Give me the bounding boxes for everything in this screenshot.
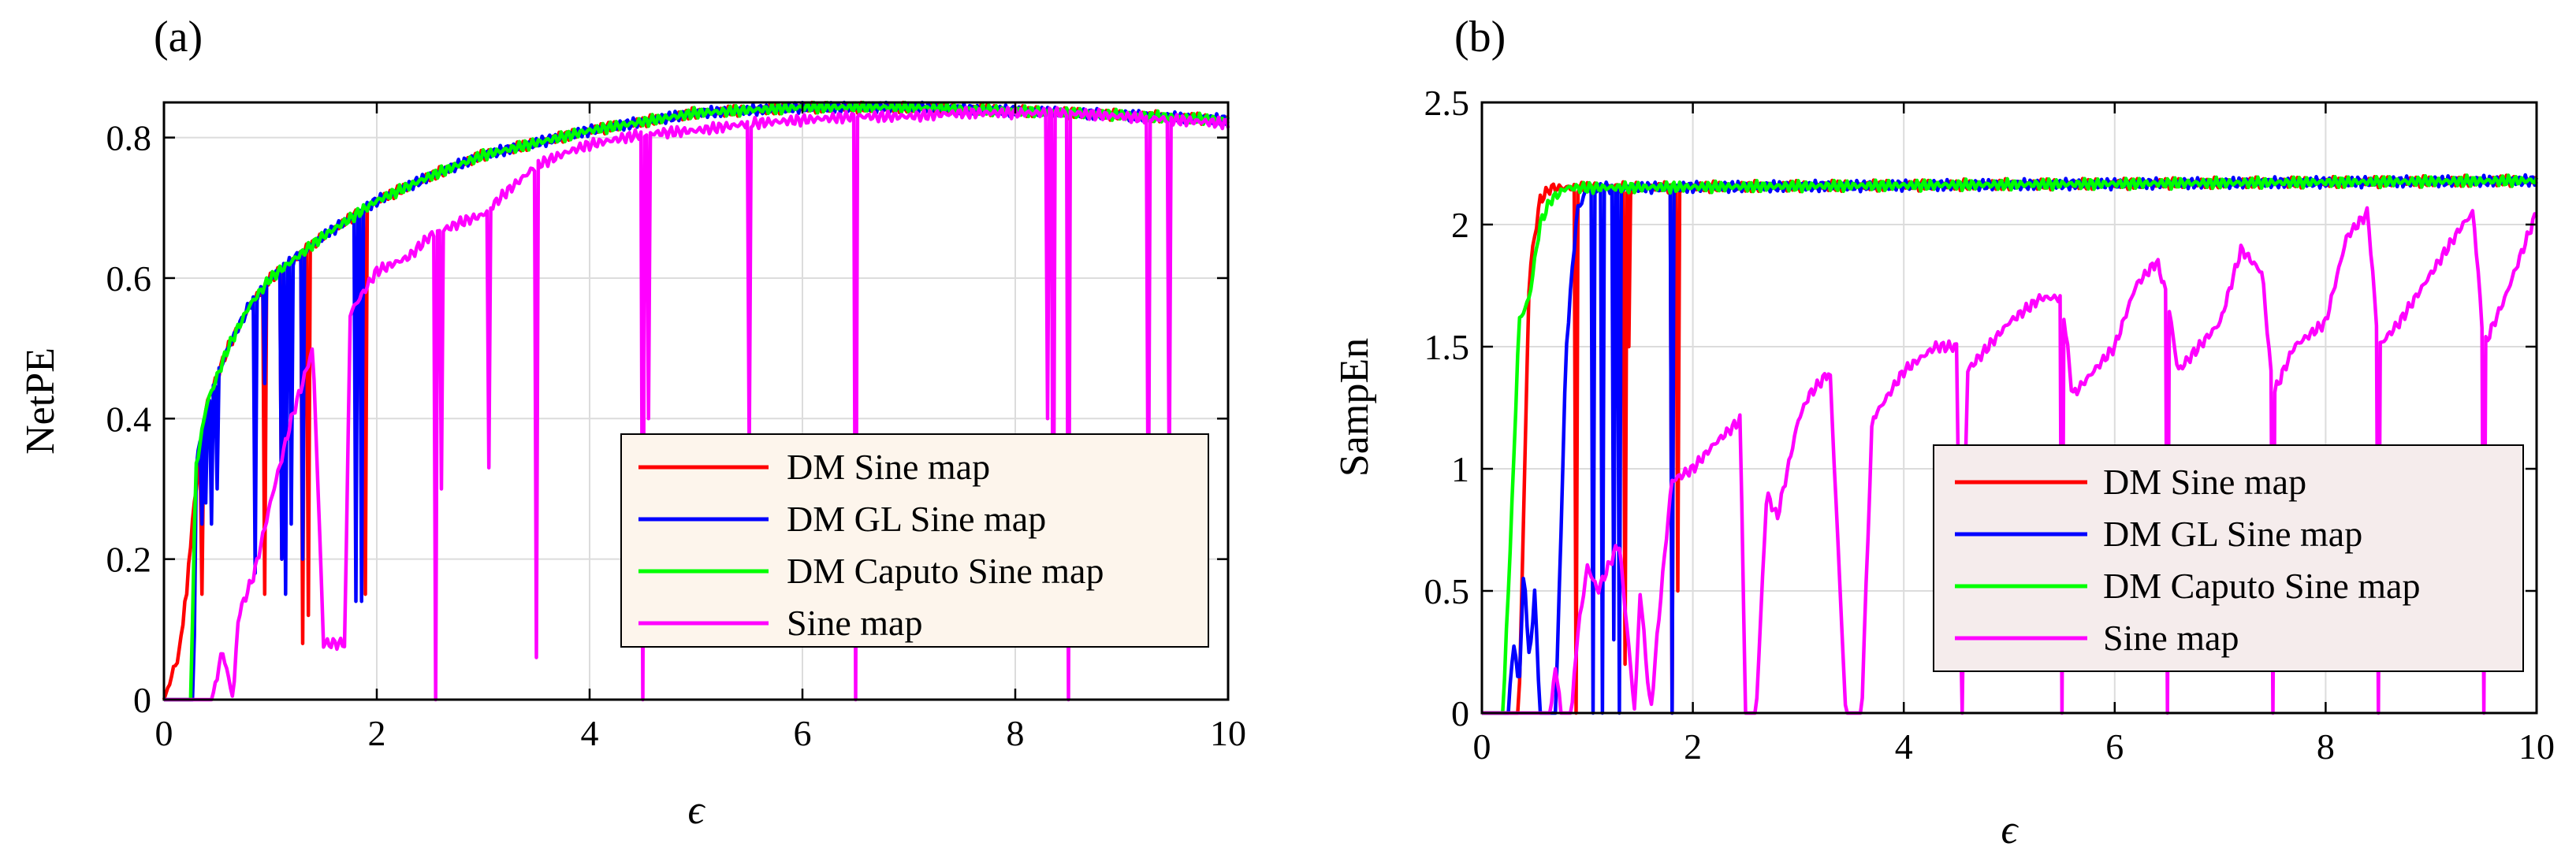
y-tick-label: 0.6 [106, 258, 152, 299]
x-tick-label: 8 [2317, 726, 2335, 767]
y-tick-label: 2.5 [1424, 83, 1470, 123]
plot-frame-a [162, 101, 1230, 701]
y-tick-label: 0.2 [106, 540, 152, 580]
legend-label-dm-gl-sine-a: DM GL Sine map [787, 499, 1046, 539]
panel-label-a: (a) [154, 13, 203, 61]
x-axis-label-a: ϵ [688, 788, 706, 833]
x-tick-label: 6 [794, 713, 812, 753]
y-tick-label: 0.4 [106, 399, 152, 439]
ticks-a: 0 2 4 6 8 10 0 0.2 0.4 0.6 0.8 [106, 102, 1246, 753]
legend-label-sine-b: Sine map [2103, 618, 2239, 658]
x-tick-label: 2 [368, 713, 386, 753]
panel-label-b: (b) [1454, 13, 1506, 61]
x-tick-label: 10 [2518, 726, 2555, 767]
legend-label-dm-sine-a: DM Sine map [787, 447, 990, 487]
x-tick-label: 2 [1684, 726, 1702, 767]
y-axis-label-b: SampEn [1332, 338, 1377, 477]
x-tick-label: 0 [155, 713, 173, 753]
series-line-sine-map-a [164, 105, 1230, 702]
y-tick-label: 0.8 [106, 118, 152, 158]
legend-box-a [620, 433, 1209, 648]
x-tick-label: 4 [581, 713, 599, 753]
y-tick-label: 2 [1451, 205, 1469, 245]
y-tick-label: 1.5 [1424, 327, 1470, 367]
chart-panel-b: (b) 0 2 4 6 8 10 0 0.5 1 1.5 2 2.5 ϵ SampEn DM Sine… [1332, 13, 2555, 852]
legend-label-dm-caputo-sine-b: DM Caputo Sine map [2103, 566, 2420, 606]
x-tick-label: 10 [1210, 713, 1246, 753]
lines-a [162, 100, 1230, 702]
legend-label-dm-caputo-sine-a: DM Caputo Sine map [787, 551, 1104, 591]
x-tick-label: 6 [2105, 726, 2124, 767]
legend-a: DM Sine map DM GL Sine map DM Caputo Sin… [620, 433, 1209, 648]
legend-label-dm-gl-sine-b: DM GL Sine map [2103, 514, 2362, 554]
series-line-dm-caputo-sine-map-b [1482, 173, 2539, 715]
legend-label-dm-sine-b: DM Sine map [2103, 462, 2306, 502]
chart-panel-a: (a) 0 2 4 6 8 10 0 0.2 0.4 0.6 0.8 ϵ NetPE DM Sine… [18, 13, 1246, 833]
legend-label-sine-a: Sine map [787, 603, 922, 643]
series-line-sine-map-b [1482, 206, 2538, 715]
y-tick-label: 0 [133, 680, 151, 720]
x-tick-label: 8 [1007, 713, 1025, 753]
y-tick-label: 1 [1451, 449, 1469, 489]
y-tick-label: 0.5 [1424, 571, 1470, 611]
x-tick-label: 0 [1473, 726, 1491, 767]
lines-b [1482, 173, 2539, 715]
ticks-b: 0 2 4 6 8 10 0 0.5 1 1.5 2 2.5 [1424, 83, 2556, 767]
x-axis-label-b: ϵ [2001, 808, 2019, 852]
legend-b: DM Sine map DM GL Sine map DM Caputo Sin… [1933, 444, 2524, 672]
plot-frame-b [1480, 101, 2538, 715]
y-tick-label: 0 [1451, 693, 1469, 734]
y-axis-label-a: NetPE [18, 347, 63, 455]
x-tick-label: 4 [1895, 726, 1913, 767]
